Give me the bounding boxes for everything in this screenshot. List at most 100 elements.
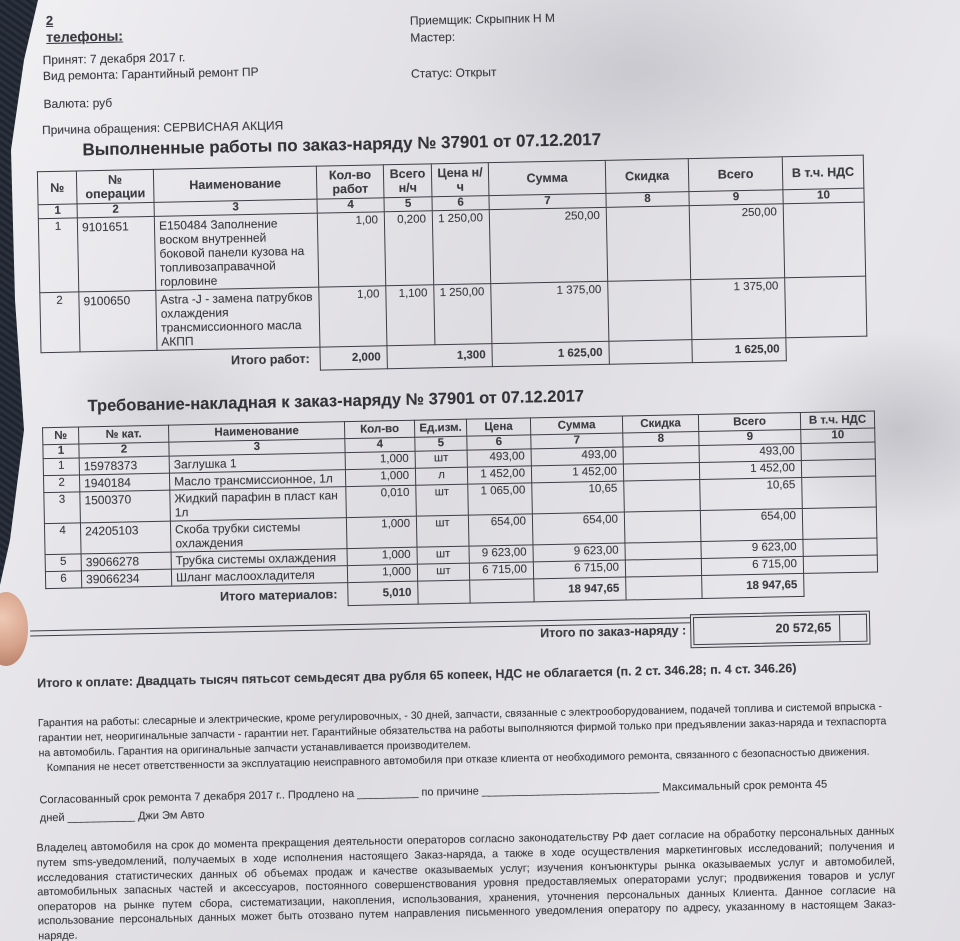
table-cell: 1,300 xyxy=(386,343,493,369)
table-cell: 10 xyxy=(800,427,875,444)
table-cell: 15978373 xyxy=(79,456,170,475)
table-cell: 1 xyxy=(43,457,80,476)
table-cell: 1 065,00 xyxy=(467,482,533,516)
table-cell xyxy=(801,475,877,509)
table-cell: 10,65 xyxy=(699,477,803,511)
table-cell: 0,010 xyxy=(345,485,417,518)
table-cell: 1,000 xyxy=(347,564,418,583)
order-total-label: Итого по заказ-наряду : xyxy=(540,623,687,641)
table-cell: 1,000 xyxy=(345,451,416,470)
table-cell: 6 xyxy=(45,570,82,589)
materials-table-title: Требование-накладная к заказ-наряду № 37… xyxy=(87,387,585,416)
table-cell xyxy=(606,205,691,282)
table-cell: 1,00 xyxy=(317,211,386,288)
order-total-empty-cell xyxy=(838,614,867,642)
table-cell xyxy=(623,479,701,513)
table-cell: E150484 Заполнение воском внутренней бок… xyxy=(154,213,319,291)
table-cell: 39066234 xyxy=(81,569,172,588)
table-cell: шт xyxy=(415,450,468,469)
table-cell: 5,010 xyxy=(347,581,419,606)
master: Мастер: xyxy=(410,29,456,45)
table-cell xyxy=(623,445,700,465)
table-cell xyxy=(804,572,878,596)
table-cell: шт xyxy=(417,563,470,582)
table-header-cell: Сумма xyxy=(530,416,623,435)
table-cell: 1 625,00 xyxy=(491,341,610,367)
table-cell: 6 715,00 xyxy=(469,561,534,581)
table-cell: 1,100 xyxy=(385,284,435,346)
order-total-value: 20 572,65 xyxy=(775,620,832,636)
table-cell: 493,00 xyxy=(699,443,802,463)
table-cell: 18 947,65 xyxy=(701,573,805,599)
table-cell: 1,00 xyxy=(318,285,387,348)
table-cell: 493,00 xyxy=(531,447,624,466)
table-cell xyxy=(801,458,876,478)
table-cell: шт xyxy=(415,484,469,517)
table-cell xyxy=(624,510,701,544)
table-cell: Жидкий парафин в пласт кан 1л xyxy=(169,486,347,522)
repair-term-line: Согласованный срок ремонта 7 декабря 201… xyxy=(39,775,892,827)
header-right-column: Приемщик: Скрыпник Н М Мастер: Статус: О… xyxy=(410,11,556,84)
table-cell: 9 623,00 xyxy=(700,539,804,559)
table-cell: 1 375,00 xyxy=(690,277,786,340)
table-header-cell: Кол-во xyxy=(344,420,415,439)
table-cell: 1 xyxy=(38,217,79,293)
table-cell: 5 xyxy=(45,553,82,572)
table-cell: 10,65 xyxy=(531,481,625,514)
table-cell xyxy=(783,202,866,278)
table-cell xyxy=(625,575,703,601)
materials-total-label: Итого материалов: xyxy=(219,587,338,604)
table-header-cell: № операции xyxy=(76,169,155,204)
table-cell: 4 xyxy=(316,197,385,214)
table-cell: 2 xyxy=(77,202,155,218)
table-cell: 2,000 xyxy=(319,345,388,371)
table-cell: 9101651 xyxy=(77,216,156,292)
table-cell: 6 xyxy=(466,434,532,451)
table-header-cell: № кат. xyxy=(78,425,169,444)
document-content: 2 телефоны: Принят: 7 декабря 2017 г. Ви… xyxy=(30,0,896,941)
table-cell: 6 xyxy=(431,195,490,211)
repair-term-text-2: дней ___________ Джи Эм Авто xyxy=(39,808,205,825)
table-cell: 6 715,00 xyxy=(533,560,626,579)
table-cell xyxy=(469,578,535,604)
table-cell: 2 xyxy=(43,474,80,493)
personal-data-consent: Владелец автомобиля на срок до момента п… xyxy=(36,825,896,941)
table-cell xyxy=(802,537,878,557)
table-cell: 1,000 xyxy=(346,516,417,549)
materials-table: № № кат. Наименование Кол-во Ед.изм. Цен… xyxy=(42,410,879,612)
table-cell: 9100650 xyxy=(78,290,157,352)
table-cell: 1 250,00 xyxy=(432,209,491,285)
table-cell: 1 452,00 xyxy=(699,460,802,480)
table-cell: шт xyxy=(416,546,470,565)
table-cell: шт xyxy=(416,515,469,548)
table-header-cell: Цена xyxy=(466,417,531,437)
table-header-cell: № xyxy=(42,426,79,445)
table-cell: л xyxy=(415,467,468,486)
document-header: 2 телефоны: Принят: 7 декабря 2017 г. Ви… xyxy=(32,0,872,137)
table-cell: 4 xyxy=(44,522,82,555)
table-cell: 1 xyxy=(42,443,80,459)
table-cell: 6 715,00 xyxy=(701,556,804,576)
table-cell: 1,000 xyxy=(345,468,416,487)
table-cell xyxy=(802,506,877,540)
table-header-cell: Всего xyxy=(698,412,801,432)
currency: Валюта: руб xyxy=(43,95,113,112)
table-cell: 1 625,00 xyxy=(691,337,787,363)
table-cell: 654,00 xyxy=(468,513,533,547)
order-total-box: 20 572,65 xyxy=(689,610,871,649)
table-cell: 493,00 xyxy=(467,448,532,468)
table-header-cell: Всего н/ч xyxy=(383,163,432,198)
work-total-label: Итого работ: xyxy=(230,352,310,368)
table-cell xyxy=(786,336,867,361)
table-header-cell: Кол-во работ xyxy=(316,164,384,200)
table-cell: 4 xyxy=(344,437,416,453)
table-cell: 8 xyxy=(622,431,700,448)
table-cell: 1,000 xyxy=(347,547,418,566)
receiver: Приемщик: Скрыпник Н М xyxy=(409,10,556,28)
table-cell: 24205103 xyxy=(80,521,172,554)
table-cell: 5 xyxy=(414,436,468,452)
table-cell: 1940184 xyxy=(79,473,170,492)
table-header-cell: Наименование xyxy=(153,166,317,203)
